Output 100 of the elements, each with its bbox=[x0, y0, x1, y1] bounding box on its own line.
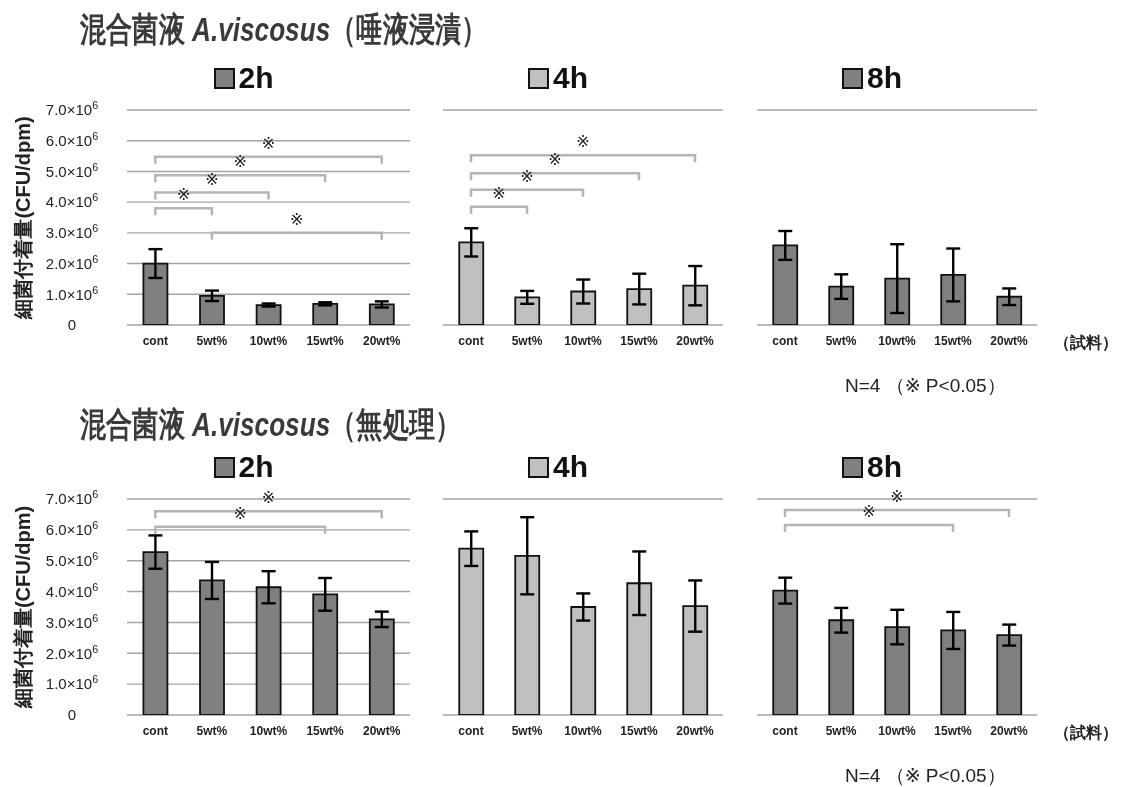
x-tick-label: 10wt% bbox=[878, 723, 916, 738]
text: N=4 （※ P<0.05） bbox=[845, 374, 1006, 396]
bar bbox=[368, 618, 395, 715]
bar bbox=[199, 579, 225, 715]
bar bbox=[312, 593, 339, 715]
annotation: ※ bbox=[890, 488, 904, 506]
bar bbox=[458, 241, 485, 325]
x-tick-label: 15wt% bbox=[934, 333, 972, 348]
bar bbox=[884, 626, 911, 715]
annotation: ※ bbox=[205, 170, 219, 188]
annotation: ※ bbox=[261, 134, 276, 152]
x-tick-label: cont bbox=[772, 333, 798, 348]
bar bbox=[514, 554, 541, 715]
x-tick-label: 20wt% bbox=[676, 723, 714, 738]
x-tick-label: 20wt% bbox=[990, 333, 1028, 348]
bar bbox=[570, 290, 597, 325]
x-tick-label: cont bbox=[772, 723, 798, 738]
x-tick-label: 15wt% bbox=[620, 333, 658, 348]
x-tick-label: cont bbox=[458, 723, 484, 738]
x-tick-label: 10wt% bbox=[249, 723, 288, 738]
bar bbox=[514, 296, 541, 325]
y-tick-label: 3.0×10$^{6}$ bbox=[45, 222, 99, 242]
bar bbox=[940, 274, 967, 325]
bar bbox=[996, 634, 1023, 715]
x-tick-label: 15wt% bbox=[306, 723, 345, 738]
y-tick-label: 6.0×10$^{6}$ bbox=[45, 129, 99, 149]
y-tick-label: 1.0×10$^{6}$ bbox=[45, 283, 99, 303]
x-tick-label: 5wt% bbox=[196, 333, 228, 348]
annotation: ※ bbox=[261, 489, 276, 507]
y-tick-label: 5.0×10$^{6}$ bbox=[45, 549, 99, 569]
bar bbox=[199, 294, 225, 325]
y-axis-title: 細菌付着量(CFU/dpm) bbox=[12, 116, 34, 320]
x-tick-label: 20wt% bbox=[990, 723, 1028, 738]
x-tick-label: 5wt% bbox=[511, 723, 543, 738]
bar bbox=[368, 303, 395, 325]
y-tick-label: 7.0×10$^{6}$ bbox=[45, 488, 99, 508]
annotation: ※ bbox=[548, 151, 562, 169]
x-tick-label: 15wt% bbox=[306, 333, 345, 348]
annotation: ※ bbox=[576, 133, 590, 151]
x-tick-label: cont bbox=[458, 333, 484, 348]
y-tick-label: 7.0×10$^{6}$ bbox=[45, 99, 99, 119]
annotation: ※ bbox=[233, 153, 247, 171]
legend-label: 4h bbox=[552, 449, 589, 485]
annotation: ※ bbox=[492, 184, 506, 202]
y-tick-label: 4.0×10$^{6}$ bbox=[45, 580, 99, 600]
x-axis-title: （試料） bbox=[1054, 333, 1118, 352]
annotation: ※ bbox=[176, 186, 191, 204]
y-tick-label: 2.0×10$^{6}$ bbox=[45, 642, 99, 662]
bar bbox=[570, 606, 597, 715]
legend-label: 2h bbox=[238, 60, 274, 96]
legend-label: 4h bbox=[552, 60, 589, 96]
bar bbox=[828, 619, 855, 715]
y-tick-label: 6.0×10$^{6}$ bbox=[45, 519, 99, 539]
x-tick-label: 5wt% bbox=[825, 333, 857, 348]
bar bbox=[884, 277, 911, 325]
x-tick-label: cont bbox=[142, 723, 168, 738]
x-tick-label: 10wt% bbox=[564, 723, 602, 738]
x-tick-label: 10wt% bbox=[564, 333, 602, 348]
y-tick-label: 1.0×10$^{6}$ bbox=[45, 673, 99, 693]
bar bbox=[996, 295, 1023, 325]
bar bbox=[142, 551, 169, 715]
x-tick-label: 5wt% bbox=[825, 723, 857, 738]
annotation: ※ bbox=[862, 502, 876, 520]
bar bbox=[940, 629, 967, 715]
y-tick-label: 3.0×10$^{6}$ bbox=[45, 611, 99, 631]
y-tick-label: 4.0×10$^{6}$ bbox=[45, 191, 99, 211]
x-axis-title: （試料） bbox=[1054, 723, 1118, 742]
bar bbox=[312, 302, 339, 325]
x-tick-label: 20wt% bbox=[676, 333, 714, 348]
y-tick-label: 0 bbox=[67, 706, 77, 724]
y-tick-label: 5.0×10$^{6}$ bbox=[45, 160, 99, 180]
bar bbox=[772, 589, 799, 715]
bar bbox=[255, 586, 282, 715]
x-tick-label: 20wt% bbox=[363, 723, 401, 738]
x-tick-label: 20wt% bbox=[363, 333, 401, 348]
y-axis-title: 細菌付着量(CFU/dpm) bbox=[12, 505, 34, 710]
bar bbox=[682, 605, 709, 715]
chart-title: 混合菌液 A.viscosus（無処理） bbox=[80, 405, 462, 443]
bar bbox=[626, 582, 653, 715]
annotation: ※ bbox=[290, 210, 304, 228]
x-tick-label: 15wt% bbox=[620, 723, 658, 738]
annotation: ※ bbox=[233, 504, 247, 522]
bar bbox=[626, 288, 653, 325]
chart-title: 混合菌液 A.viscosus（唾液浸漬） bbox=[80, 10, 488, 48]
legend-label: 8h bbox=[866, 449, 903, 485]
bar bbox=[772, 244, 799, 325]
x-tick-label: 15wt% bbox=[934, 723, 972, 738]
y-tick-label: 2.0×10$^{6}$ bbox=[45, 252, 99, 272]
bar bbox=[142, 262, 169, 325]
x-tick-label: cont bbox=[142, 333, 168, 348]
x-tick-label: 10wt% bbox=[249, 333, 288, 348]
bar bbox=[828, 285, 855, 325]
x-tick-label: 5wt% bbox=[196, 723, 228, 738]
y-tick-label: 0 bbox=[67, 316, 77, 334]
text: N=4 （※ P<0.05） bbox=[845, 764, 1006, 786]
bar bbox=[458, 547, 485, 715]
bar bbox=[682, 284, 709, 325]
legend-label: 8h bbox=[866, 60, 903, 96]
x-tick-label: 5wt% bbox=[511, 333, 543, 348]
x-tick-label: 10wt% bbox=[878, 333, 916, 348]
